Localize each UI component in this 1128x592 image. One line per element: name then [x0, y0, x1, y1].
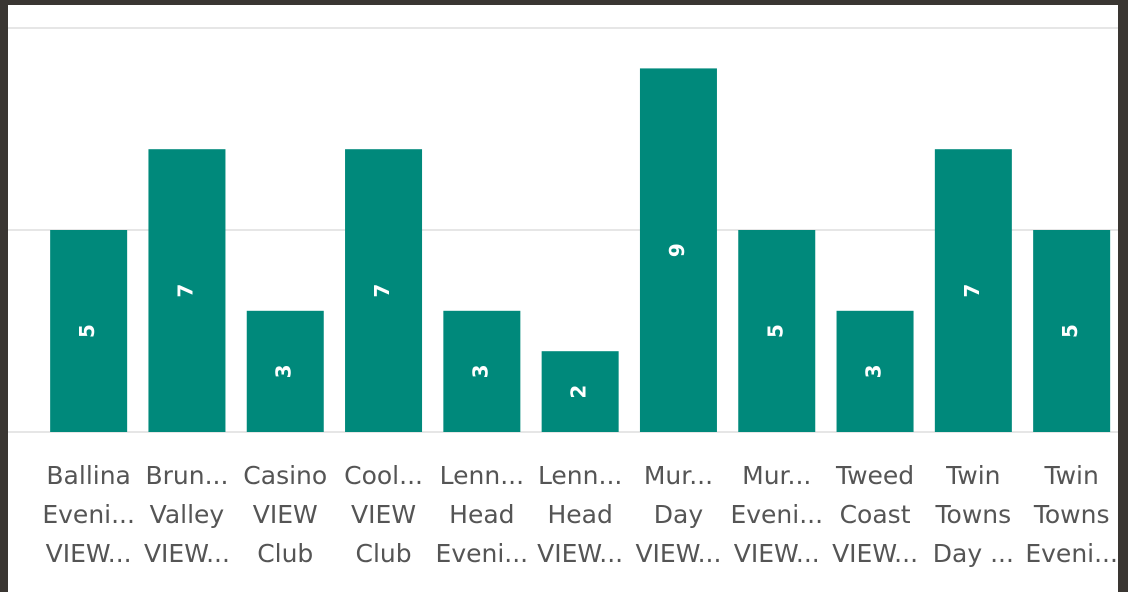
x-tick-label: Valley: [150, 500, 225, 529]
bar: [246, 310, 324, 432]
x-tick-label: Eveni...: [1025, 539, 1118, 568]
x-tick-label: Ballina: [46, 461, 130, 490]
x-tick-label: VIEW...: [734, 539, 820, 568]
x-tick-label: Towns: [935, 500, 1012, 529]
bar: [1033, 230, 1111, 432]
x-tick-label: VIEW...: [635, 539, 721, 568]
x-tick-label: Lenn...: [538, 461, 622, 490]
bar: [934, 149, 1012, 432]
x-tick-label: Club: [355, 539, 411, 568]
x-tick-label: Day: [654, 500, 704, 529]
x-tick-label: Towns: [1033, 500, 1110, 529]
bar: [836, 310, 914, 432]
x-tick-label: Head: [449, 500, 514, 529]
data-label: 3: [862, 364, 886, 378]
x-tick-label: Eveni...: [42, 500, 135, 529]
x-tick-label: Twin: [945, 461, 1000, 490]
data-label: 7: [960, 284, 984, 298]
bar: [541, 351, 619, 432]
data-label: 5: [1058, 324, 1082, 338]
bar: [443, 310, 521, 432]
x-tick-label: VIEW: [253, 500, 318, 529]
bar: [148, 149, 226, 432]
x-tick-label: Cool...: [344, 461, 423, 490]
x-tick-label: Lenn...: [440, 461, 524, 490]
bar: [345, 149, 423, 432]
data-label: 7: [370, 284, 394, 298]
x-tick-label: Tweed: [835, 461, 914, 490]
x-tick-label: Casino: [243, 461, 327, 490]
data-label: 5: [763, 324, 787, 338]
data-label: 3: [272, 364, 296, 378]
x-tick-label: Mur...: [742, 461, 811, 490]
x-tick-label: VIEW...: [46, 539, 132, 568]
data-label: 5: [75, 324, 99, 338]
x-tick-label: VIEW...: [144, 539, 230, 568]
x-tick-label: VIEW: [351, 500, 416, 529]
x-tick-label: Mur...: [644, 461, 713, 490]
bar: [50, 230, 128, 432]
x-tick-label: VIEW...: [537, 539, 623, 568]
bar: [738, 230, 816, 432]
x-tick-label: Head: [547, 500, 612, 529]
x-tick-label: Club: [257, 539, 313, 568]
data-label: 7: [173, 284, 197, 298]
data-label: 9: [665, 243, 689, 257]
bar: [639, 68, 717, 433]
x-tick-label: Twin: [1043, 461, 1098, 490]
x-tick-label: Day ...: [933, 539, 1014, 568]
data-label: 3: [468, 364, 492, 378]
x-tick-label: Eveni...: [730, 500, 823, 529]
x-tick-label: VIEW...: [832, 539, 918, 568]
x-tick-label: Eveni...: [436, 539, 529, 568]
data-label: 2: [567, 385, 591, 399]
x-tick-label: Brun...: [145, 461, 228, 490]
x-tick-label: Coast: [840, 500, 911, 529]
